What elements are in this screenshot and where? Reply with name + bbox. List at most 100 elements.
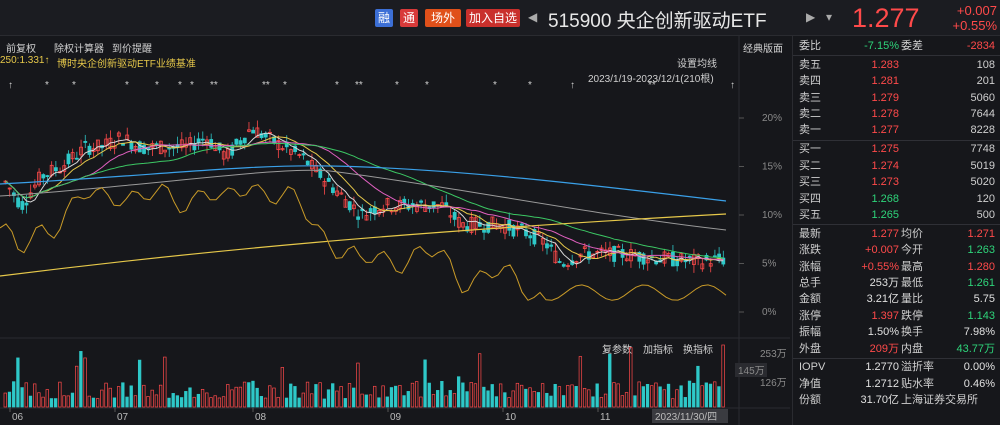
volume-bar bbox=[347, 383, 352, 408]
ma-settings-button[interactable]: 设置均线 bbox=[677, 59, 717, 70]
volume-bar bbox=[242, 381, 247, 408]
event-marker: ↑ bbox=[730, 80, 735, 91]
volume-bar bbox=[536, 392, 541, 408]
stat-label: 总手 bbox=[799, 276, 821, 289]
candle-body bbox=[238, 140, 243, 145]
volume-bar bbox=[167, 397, 171, 408]
volume-bar bbox=[54, 398, 58, 408]
next-stock-icon[interactable]: ▶ bbox=[806, 10, 816, 24]
buy-volume: 5020 bbox=[970, 176, 995, 189]
volume-bar bbox=[45, 389, 49, 408]
extra-label: 贴水率 bbox=[901, 377, 934, 390]
volume-bar bbox=[587, 389, 591, 408]
volume-bar bbox=[251, 380, 255, 408]
volume-bar bbox=[146, 396, 150, 408]
volume-bar bbox=[104, 382, 108, 408]
volume-bar bbox=[713, 381, 717, 408]
volume-bar bbox=[217, 397, 222, 408]
fuquan-params-button[interactable]: 复参数 bbox=[602, 345, 632, 356]
event-marker: * bbox=[425, 80, 429, 91]
stat-value: 5.75 bbox=[973, 293, 995, 306]
add-indicator-button[interactable]: 加指标 bbox=[643, 345, 673, 356]
volume-bar bbox=[591, 396, 595, 408]
weibi-row: 委比 -7.15% 委差 -2834 bbox=[793, 38, 1000, 54]
volume-bar bbox=[532, 390, 536, 408]
volume-bar bbox=[654, 382, 658, 408]
candle-body bbox=[217, 142, 222, 151]
quote-panel: 委比 -7.15% 委差 -2834 卖五 1.283 108 卖四 1.281 201 卖三 1.2… bbox=[792, 36, 1000, 425]
sell-label: 卖二 bbox=[799, 108, 821, 121]
candle-body bbox=[452, 211, 457, 220]
volume-bar bbox=[570, 384, 574, 408]
classic-layout-button[interactable]: 经典版面 bbox=[743, 44, 783, 55]
candle-body bbox=[280, 148, 285, 151]
fuquan-button[interactable]: 前复权 bbox=[6, 44, 36, 55]
volume-bar bbox=[238, 386, 243, 408]
price-alert-button[interactable]: 到价提醒 bbox=[112, 44, 152, 55]
volume-bar bbox=[230, 389, 234, 408]
kline-svg: 20%15%10%5%0% ↑ * * * * * * ** ** * * ** * * * * ↑ ** ↑ 25… bbox=[0, 36, 790, 425]
candle-body bbox=[247, 129, 251, 132]
volume-bar bbox=[582, 387, 587, 408]
candle-body bbox=[11, 192, 16, 197]
menu-dropdown-icon[interactable]: ▾ bbox=[826, 10, 833, 24]
volume-bar bbox=[469, 382, 473, 408]
prev-stock-icon[interactable]: ◀ bbox=[528, 10, 538, 24]
volume-bar bbox=[175, 395, 180, 408]
event-marker: ** bbox=[355, 80, 363, 91]
buy-label: 买四 bbox=[799, 192, 821, 205]
candle-body bbox=[66, 153, 71, 165]
volume-bar bbox=[95, 398, 100, 408]
volume-tick-label: 126万 bbox=[760, 378, 787, 389]
volume-bar bbox=[289, 383, 293, 408]
volume-bar bbox=[142, 384, 146, 408]
volume-bar bbox=[79, 351, 83, 408]
buy-price: 1.273 bbox=[871, 176, 899, 189]
sell-level-row: 卖二 1.278 7644 bbox=[793, 106, 1000, 122]
candle-body bbox=[524, 229, 528, 237]
connect-button[interactable]: 通 bbox=[400, 9, 418, 27]
volume-bar bbox=[557, 386, 562, 408]
volume-bar bbox=[528, 387, 532, 408]
volume-bar bbox=[12, 381, 16, 408]
volume-bar bbox=[498, 383, 503, 408]
margin-button[interactable]: 融 bbox=[375, 9, 393, 27]
buy-price: 1.275 bbox=[871, 143, 899, 156]
stat-value: 1.261 bbox=[967, 276, 995, 289]
otc-button[interactable]: 场外 bbox=[425, 9, 461, 27]
ma5-line bbox=[5, 132, 724, 265]
panel-divider bbox=[793, 139, 1000, 141]
change-indicator-button[interactable]: 换指标 bbox=[683, 345, 713, 356]
volume-bar bbox=[331, 383, 335, 408]
candle-body bbox=[41, 174, 46, 179]
volume-bar bbox=[335, 390, 339, 408]
candle-body bbox=[242, 137, 247, 144]
volume-bar bbox=[28, 395, 33, 408]
volume-bar bbox=[679, 385, 683, 408]
volume-bar bbox=[24, 382, 28, 408]
volume-bar bbox=[578, 356, 583, 408]
stat-row: 振幅 1.50% 换手 7.98% bbox=[793, 324, 1000, 340]
volume-bar bbox=[373, 385, 377, 408]
volume-bar bbox=[612, 382, 616, 408]
candle-body bbox=[666, 252, 671, 258]
add-watchlist-button[interactable]: 加入自选 bbox=[466, 9, 520, 27]
volume-bar bbox=[200, 388, 205, 408]
candle-body bbox=[352, 204, 356, 210]
candle-body bbox=[469, 216, 474, 233]
extra-value: 31.70亿 bbox=[860, 394, 899, 407]
stat-label: 最低 bbox=[901, 276, 923, 289]
stat-label: 振幅 bbox=[799, 326, 821, 339]
volume-bar bbox=[473, 383, 478, 408]
volume-tick-label: 253万 bbox=[760, 349, 787, 360]
volume-bar bbox=[406, 391, 410, 408]
kline-chart-area[interactable]: 前复权 除权计算器 到价提醒 经典版面 250:1.331↑ 博时央企创新驱动E… bbox=[0, 36, 790, 425]
candle-body bbox=[343, 199, 348, 208]
event-marker: * bbox=[283, 80, 287, 91]
candle-body bbox=[32, 184, 37, 188]
extra-label: IOPV bbox=[799, 361, 826, 374]
sell-volume: 201 bbox=[976, 75, 995, 88]
chuquan-calculator-button[interactable]: 除权计算器 bbox=[54, 44, 104, 55]
x-tick-label: 08 bbox=[255, 412, 267, 423]
volume-bar bbox=[16, 357, 20, 408]
